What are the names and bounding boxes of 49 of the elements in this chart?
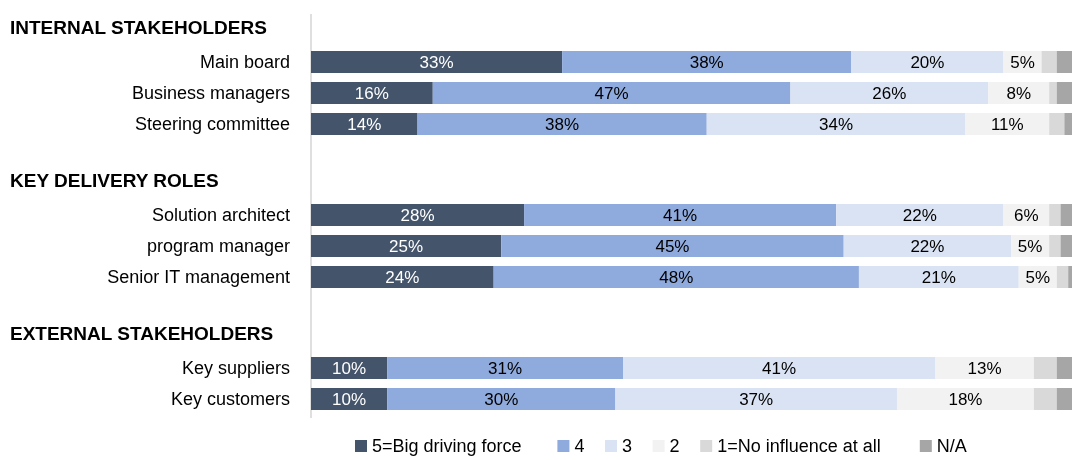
data-label: 41% xyxy=(762,358,797,378)
data-label: 22% xyxy=(910,236,945,256)
data-label: 10% xyxy=(332,389,367,409)
data-label: 38% xyxy=(545,114,580,134)
data-label: 6% xyxy=(1014,205,1039,225)
legend-label: 3 xyxy=(622,436,633,457)
data-label: 45% xyxy=(655,236,690,256)
y-tick-label: Key customers xyxy=(170,389,290,410)
data-label: 38% xyxy=(689,52,724,72)
text: EXTERNAL STAKEHOLDERS xyxy=(10,322,274,344)
legend-label: 5=Big driving force xyxy=(372,436,522,457)
legend-label: 4 xyxy=(574,436,585,457)
data-label: 34% xyxy=(819,114,854,134)
data-label: 20% xyxy=(910,52,945,72)
data-label: 31% xyxy=(488,358,523,378)
data-label: 30% xyxy=(484,389,519,409)
data-label: 26% xyxy=(872,83,907,103)
data-label: 5% xyxy=(1010,52,1035,72)
data-label: 5% xyxy=(1017,236,1043,256)
data-label: 47% xyxy=(594,83,629,103)
data-label: 13% xyxy=(967,358,1002,378)
data-label: 41% xyxy=(663,205,698,225)
y-tick-label: Steering committee xyxy=(134,114,290,135)
y-tick-label: Business managers xyxy=(131,83,290,104)
data-label: 37% xyxy=(739,389,774,409)
legend-label: 2 xyxy=(669,436,680,457)
data-label: 33% xyxy=(419,52,454,72)
data-label: 28% xyxy=(400,205,435,225)
data-label: 22% xyxy=(902,205,937,225)
y-tick-label: program manager xyxy=(146,236,290,257)
data-label: 48% xyxy=(659,267,694,287)
data-label: 5% xyxy=(1025,267,1051,287)
y-tick-label: Key suppliers xyxy=(181,358,290,379)
y-tick-label: Senior IT management xyxy=(107,267,290,288)
data-label: 8% xyxy=(1006,83,1032,103)
text: KEY DELIVERY ROLES xyxy=(10,169,219,191)
data-label: 11% xyxy=(990,114,1024,134)
data-label: 25% xyxy=(389,236,424,256)
data-label: 14% xyxy=(347,114,382,134)
data-label: 16% xyxy=(354,83,389,103)
data-label: 18% xyxy=(948,389,983,409)
legend-label: 1=No influence at all xyxy=(717,436,881,457)
text: INTERNAL STAKEHOLDERS xyxy=(10,16,267,38)
y-tick-label: Solution architect xyxy=(151,205,290,226)
legend-label: N/A xyxy=(936,436,967,457)
data-label: 21% xyxy=(921,267,956,287)
data-label: 10% xyxy=(332,358,367,378)
y-tick-label: Main board xyxy=(199,52,290,73)
data-label: 24% xyxy=(385,267,420,287)
